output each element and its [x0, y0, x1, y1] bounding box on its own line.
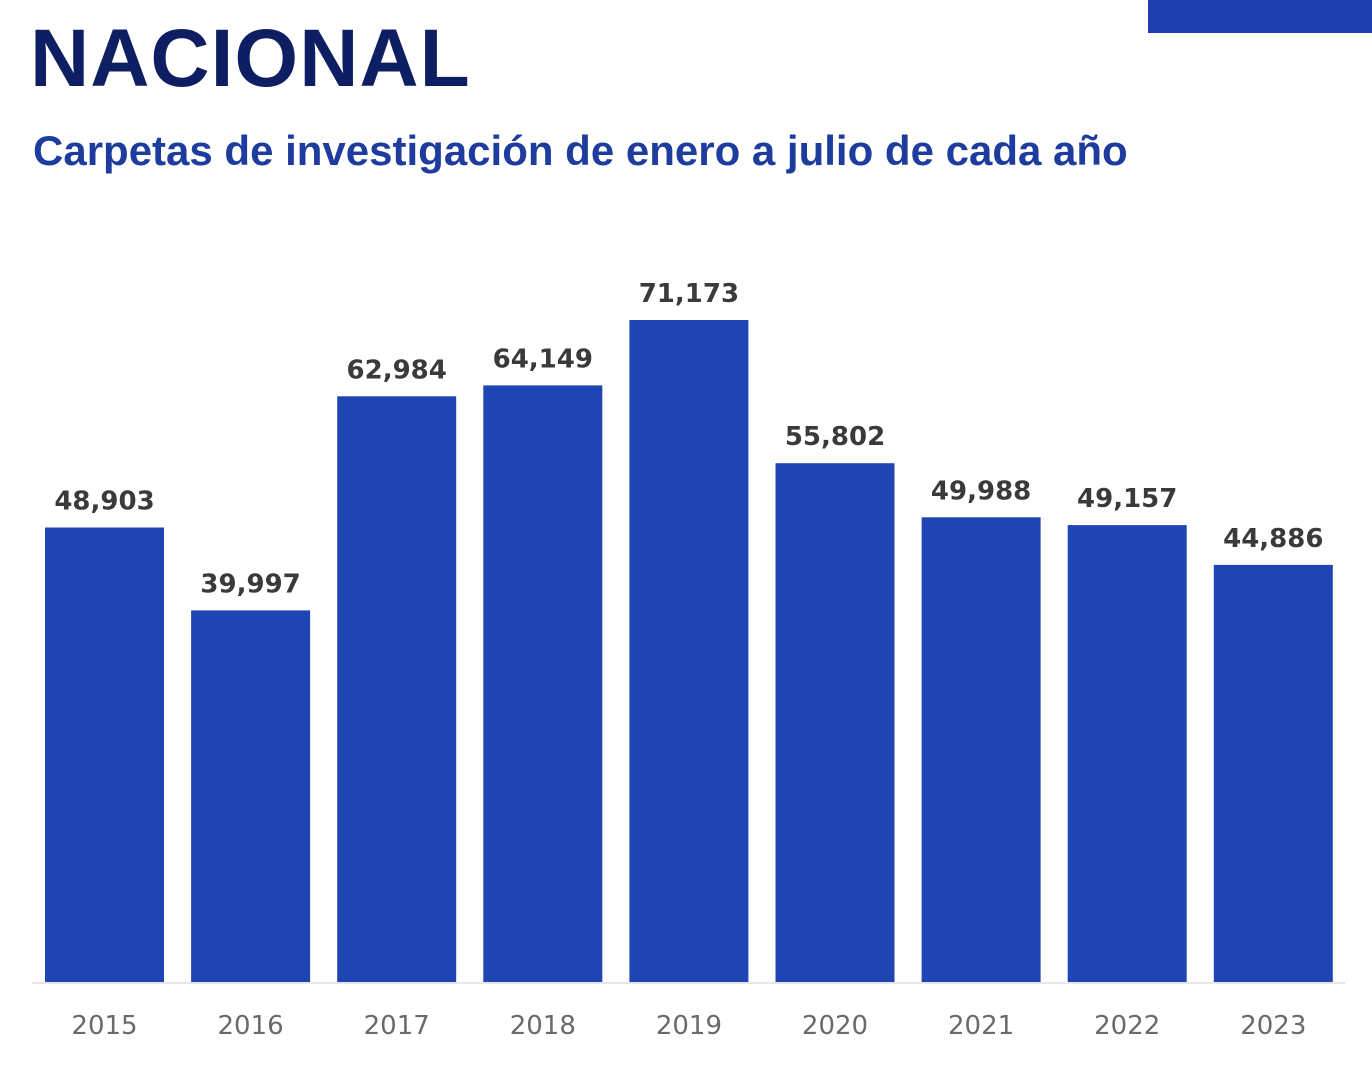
bar-2023 — [1213, 564, 1333, 983]
value-label-2021: 49,988 — [931, 476, 1031, 506]
x-tick-label-2018: 2018 — [510, 1011, 576, 1041]
x-tick-label-2020: 2020 — [802, 1011, 868, 1041]
bar-2020 — [775, 463, 895, 983]
value-label-2022: 49,157 — [1077, 484, 1177, 514]
bar-2019 — [629, 320, 749, 983]
value-label-2018: 64,149 — [493, 344, 593, 374]
value-labels-group: 48,903 39,997 62,984 64,149 71,173 55,802 49,9… — [54, 279, 1323, 599]
x-tick-label-2015: 2015 — [71, 1011, 137, 1041]
x-tick-label-2019: 2019 — [656, 1011, 722, 1041]
x-tick-label-2016: 2016 — [218, 1011, 284, 1041]
value-label-2023: 44,886 — [1223, 524, 1323, 554]
value-label-2020: 55,802 — [785, 422, 885, 452]
bar-2022 — [1067, 525, 1187, 983]
chart-title: NACIONAL — [30, 13, 471, 104]
bar-2021 — [921, 517, 1041, 983]
value-label-2019: 71,173 — [639, 279, 739, 309]
x-tick-label-2023: 2023 — [1240, 1011, 1306, 1041]
bar-2017 — [337, 396, 457, 983]
x-tick-label-2017: 2017 — [364, 1011, 430, 1041]
bar-2016 — [191, 610, 311, 983]
value-label-2017: 62,984 — [347, 355, 447, 385]
bar-2015 — [45, 527, 164, 983]
chart-subtitle: Carpetas de investigación de enero a jul… — [33, 127, 1128, 174]
x-tick-label-2021: 2021 — [948, 1011, 1014, 1041]
value-label-2015: 48,903 — [54, 487, 154, 517]
value-label-2016: 39,997 — [200, 569, 300, 599]
corner-accent-bar — [1148, 0, 1372, 33]
bar-2018 — [483, 385, 603, 983]
x-tick-labels-group: 2015 2016 2017 2018 2019 2020 2021 2022 2023 — [71, 1011, 1306, 1041]
x-tick-label-2022: 2022 — [1094, 1011, 1160, 1041]
bars-group — [45, 320, 1333, 983]
